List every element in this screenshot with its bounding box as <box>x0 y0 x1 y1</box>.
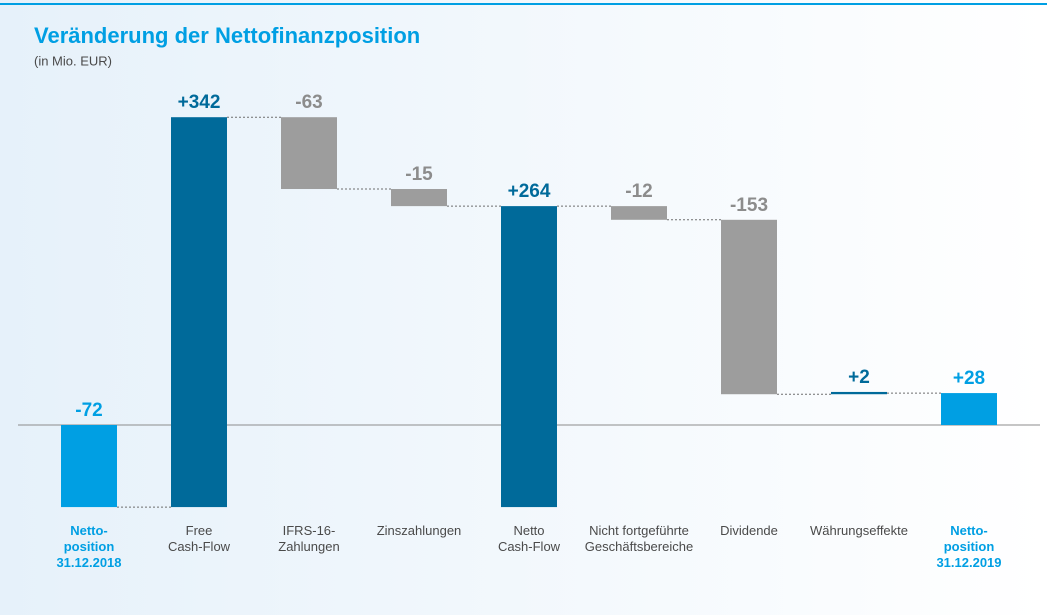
x-tick-label: Dividende <box>720 523 778 538</box>
x-tick-label: Zinszahlungen <box>377 523 462 538</box>
x-tick-label: Netto Cash-Flow <box>498 523 561 554</box>
bar <box>281 117 337 190</box>
value-label: -15 <box>405 164 433 185</box>
bar <box>501 206 557 508</box>
x-tick-label: Nicht fortgeführte Geschäftsbereiche <box>585 523 693 554</box>
value-label: +264 <box>508 181 551 202</box>
value-label: -72 <box>75 400 102 421</box>
x-tick-label: Free Cash-Flow <box>168 523 231 554</box>
value-label: -63 <box>295 92 322 113</box>
value-label: -12 <box>625 181 652 202</box>
bar <box>721 219 777 395</box>
bar <box>941 393 997 425</box>
value-label: +342 <box>178 92 221 113</box>
value-label: +2 <box>848 367 870 388</box>
x-tick-label: IFRS-16-Zahlungen <box>278 523 339 554</box>
bar <box>61 425 117 508</box>
x-tick-label: Währungseffekte <box>810 523 908 538</box>
bar <box>391 189 447 207</box>
x-tick-label: Netto-position 31.12.2019 <box>936 523 1001 570</box>
x-tick-label: Netto-position 31.12.2018 <box>56 523 121 570</box>
value-label: +28 <box>953 368 985 389</box>
value-label: -153 <box>730 195 768 216</box>
bar <box>171 117 227 508</box>
top-rule <box>0 3 1047 5</box>
bar <box>611 206 667 220</box>
bar <box>831 391 887 395</box>
chart-subtitle: (in Mio. EUR) <box>34 53 112 68</box>
chart-title: Veränderung der Nettofinanzposition <box>34 23 420 48</box>
